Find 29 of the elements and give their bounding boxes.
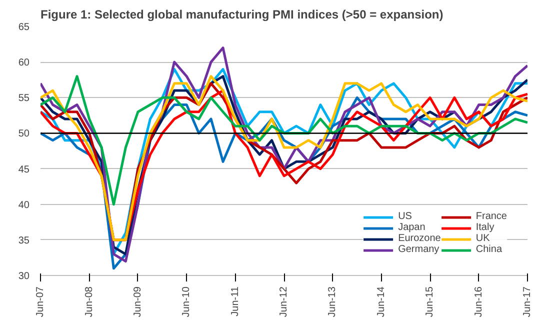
legend-label: France bbox=[476, 211, 507, 222]
legend-label: China bbox=[476, 244, 502, 255]
x-tick-label: Jun-13 bbox=[327, 286, 338, 318]
x-tick-label: Jun-14 bbox=[376, 286, 387, 318]
x-tick-label: Jun-17 bbox=[522, 286, 533, 318]
y-tick-label: 55 bbox=[18, 93, 30, 104]
x-tick-label: Jun-10 bbox=[181, 286, 192, 318]
y-tick-label: 60 bbox=[18, 58, 30, 69]
legend-label: Italy bbox=[476, 222, 496, 233]
y-tick-label: 30 bbox=[18, 271, 30, 282]
chart-title: Figure 1: Selected global manufacturing PMI indices (>50 = expansion) bbox=[40, 8, 444, 22]
legend-label: Japan bbox=[398, 222, 426, 233]
y-tick-label: 35 bbox=[18, 235, 30, 246]
x-tick-label: Jun-15 bbox=[424, 286, 436, 318]
legend-label: Germany bbox=[398, 244, 440, 255]
y-tick-label: 50 bbox=[18, 128, 30, 140]
legend-label: Eurozone bbox=[398, 233, 441, 244]
legend-label: UK bbox=[476, 233, 491, 244]
x-tick-label: Jun-11 bbox=[230, 286, 241, 316]
line-series bbox=[40, 75, 528, 206]
x-tick-label: Jun-07 bbox=[35, 286, 46, 318]
x-tick-label: Jun-12 bbox=[278, 286, 290, 318]
x-tick-label: Jun-08 bbox=[84, 286, 95, 318]
x-tick-label: Jun-09 bbox=[132, 286, 144, 318]
y-tick-label: 40 bbox=[18, 200, 30, 211]
legend-label: US bbox=[398, 211, 413, 222]
y-tick-label: 45 bbox=[18, 164, 30, 176]
x-tick-label: Jun-16 bbox=[473, 286, 484, 318]
y-tick-label: 65 bbox=[18, 22, 30, 33]
